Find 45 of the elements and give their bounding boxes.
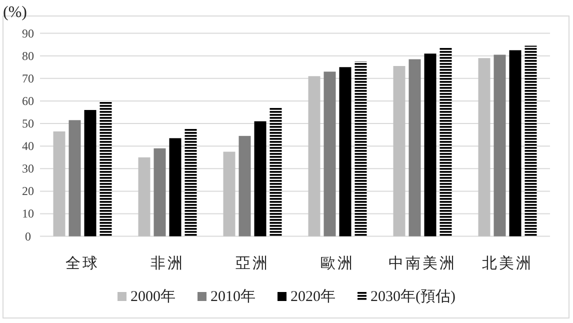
x-tick-label: 亞洲 [236, 255, 270, 272]
bar [184, 128, 197, 236]
y-tick-label: 20 [22, 184, 34, 198]
bar [408, 59, 421, 236]
bar [223, 152, 236, 236]
bar [393, 66, 406, 236]
bar [84, 110, 96, 236]
bar [424, 54, 436, 236]
x-tick-label: 中南美洲 [388, 255, 456, 272]
bar [169, 138, 182, 236]
x-tick-label: 全球 [66, 255, 100, 272]
bar [53, 131, 66, 236]
y-axis-title: (%) [3, 4, 27, 21]
y-tick-label: 60 [22, 94, 34, 108]
bar [138, 157, 150, 236]
y-tick-label: 10 [22, 206, 34, 221]
bar [308, 76, 320, 236]
bar [270, 108, 282, 236]
y-tick-label: 30 [22, 162, 34, 176]
bar [238, 136, 251, 236]
bar [339, 67, 352, 236]
legend-label: 2030年(預估) [370, 288, 456, 305]
bar [68, 120, 81, 236]
bar [524, 46, 537, 236]
y-tick-label: 70 [22, 71, 34, 86]
y-tick-label: 50 [22, 116, 34, 131]
bar [354, 61, 367, 236]
y-tick-label: 0 [25, 229, 31, 244]
bar [324, 72, 336, 236]
bar [440, 48, 452, 236]
x-tick-label: 北美洲 [482, 255, 533, 272]
bar [494, 54, 506, 236]
y-tick-label: 80 [22, 48, 34, 63]
y-tick-label: 40 [22, 139, 34, 154]
legend-label: 2020年 [290, 288, 336, 305]
x-tick-label: 非洲 [150, 255, 184, 272]
legend-label: 2000年 [130, 288, 176, 305]
bar [254, 121, 266, 236]
y-tick-label: 90 [22, 26, 34, 40]
bar [509, 50, 522, 236]
legend-label: 2010年 [210, 288, 256, 305]
bar [478, 58, 490, 236]
bar [100, 100, 112, 236]
x-tick-label: 歐洲 [320, 255, 354, 272]
bar [154, 148, 166, 236]
